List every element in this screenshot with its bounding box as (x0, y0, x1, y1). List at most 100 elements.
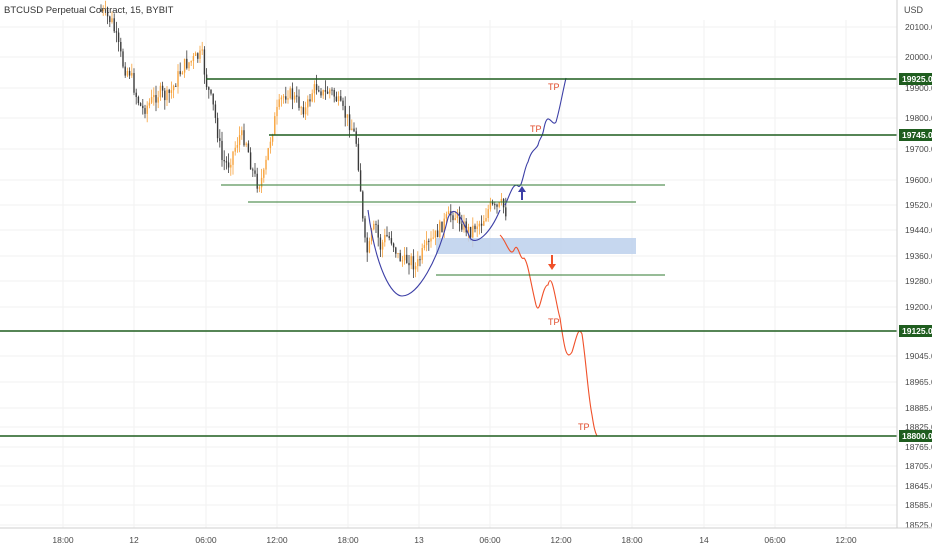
candle (106, 9, 109, 17)
candle (109, 16, 111, 23)
candle (203, 49, 206, 75)
candle (212, 93, 214, 105)
time-tick-label: 18:00 (621, 535, 643, 545)
candle (441, 221, 443, 233)
candle (373, 223, 375, 230)
price-tag (899, 73, 932, 85)
candle (111, 18, 113, 23)
candle (337, 96, 340, 102)
candle (423, 245, 426, 249)
candle (329, 89, 331, 94)
candle (384, 234, 386, 243)
candle (304, 107, 307, 115)
candle (434, 230, 437, 238)
bearish-projection-path (499, 234, 598, 437)
take-profit-label: TP (548, 317, 560, 327)
candle (467, 226, 470, 233)
candle (351, 128, 353, 131)
candle (232, 151, 234, 165)
price-tick-label: 19700.0 (905, 144, 932, 154)
candle (364, 218, 366, 238)
candle (164, 90, 166, 101)
candle (414, 266, 417, 270)
candle (463, 221, 465, 230)
candle (340, 96, 342, 101)
price-tag-label: 19925.0 (902, 74, 932, 84)
candle (386, 234, 388, 237)
candle (412, 256, 415, 270)
candle (245, 143, 247, 146)
take-profit-label: TP (578, 422, 590, 432)
time-tick-label: 06:00 (479, 535, 501, 545)
candle (403, 254, 406, 261)
candle (168, 89, 170, 93)
price-tick-label: 18965.0 (905, 377, 932, 387)
candle (183, 58, 186, 73)
candle (318, 90, 320, 92)
candle (428, 240, 430, 242)
candle (346, 114, 349, 118)
candle (432, 237, 434, 239)
candle (496, 204, 498, 207)
candle (146, 105, 148, 114)
candle (362, 191, 364, 219)
candle (177, 71, 179, 87)
candle (395, 247, 397, 254)
candle (230, 164, 232, 168)
candle (219, 138, 221, 141)
candle (502, 198, 505, 208)
candle (208, 87, 210, 90)
time-axis[interactable]: 18:00 12 06:00 12:00 18:00 13 06:00 12:00 18:00 1… (0, 527, 932, 545)
candle (491, 201, 494, 205)
candle (436, 230, 439, 238)
candle (256, 173, 258, 189)
candle (289, 88, 291, 99)
candle (331, 89, 333, 91)
candle (456, 212, 459, 218)
price-tick-label: 20100.0 (905, 22, 932, 32)
candle (159, 85, 162, 98)
candle (120, 41, 122, 52)
candle (148, 102, 151, 106)
candle (199, 50, 201, 59)
candle (485, 218, 487, 222)
candle (194, 53, 197, 56)
price-axis[interactable]: 20100.0 20000.0 19900.0 19800.0 19700.0 19600… (896, 0, 932, 530)
candle (282, 96, 285, 98)
candle (320, 91, 322, 96)
candle (445, 214, 448, 219)
candle (142, 105, 144, 109)
candle (249, 152, 252, 170)
candle (179, 71, 181, 75)
candle (452, 215, 454, 221)
candle (478, 223, 481, 227)
candle (252, 169, 254, 171)
candle (335, 96, 338, 102)
bearish-arrow-head (548, 264, 556, 270)
candle (278, 99, 280, 107)
time-tick-label: 06:00 (764, 535, 786, 545)
price-tick-label: 20000.0 (905, 52, 932, 62)
time-tick-label: 06:00 (195, 535, 217, 545)
candle (348, 114, 351, 131)
candle (265, 159, 267, 170)
currency-label: USD (904, 5, 924, 15)
price-tick-label: 18585.0 (905, 500, 932, 510)
candle (117, 32, 120, 42)
candle (139, 103, 142, 106)
candle (150, 97, 153, 103)
price-tick-label: 19800.0 (905, 113, 932, 123)
candle (166, 89, 168, 101)
time-tick-label: 12:00 (550, 535, 572, 545)
candle (192, 55, 195, 62)
candle (133, 73, 135, 93)
take-profit-label: TP (530, 124, 542, 134)
candle (474, 225, 476, 229)
candle (124, 66, 126, 76)
candlestick-series (100, 0, 507, 279)
candle (247, 143, 250, 153)
candle (458, 212, 461, 224)
candle (388, 236, 390, 239)
